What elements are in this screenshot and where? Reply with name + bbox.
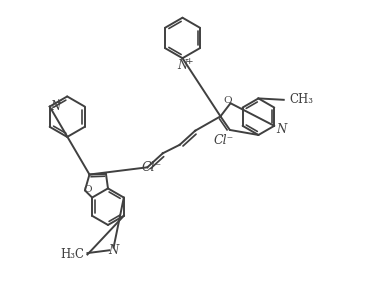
Text: N: N: [50, 100, 61, 113]
Text: CH₃: CH₃: [289, 93, 314, 106]
Text: +: +: [185, 57, 192, 66]
Text: H₃C: H₃C: [60, 248, 84, 261]
Text: Cl⁻: Cl⁻: [142, 161, 162, 174]
Text: N: N: [108, 244, 119, 257]
Text: Cl⁻: Cl⁻: [214, 134, 234, 147]
Text: N: N: [276, 123, 286, 136]
Text: N: N: [177, 59, 188, 72]
Text: O: O: [223, 97, 232, 105]
Text: +: +: [54, 98, 62, 107]
Text: O: O: [84, 185, 92, 193]
